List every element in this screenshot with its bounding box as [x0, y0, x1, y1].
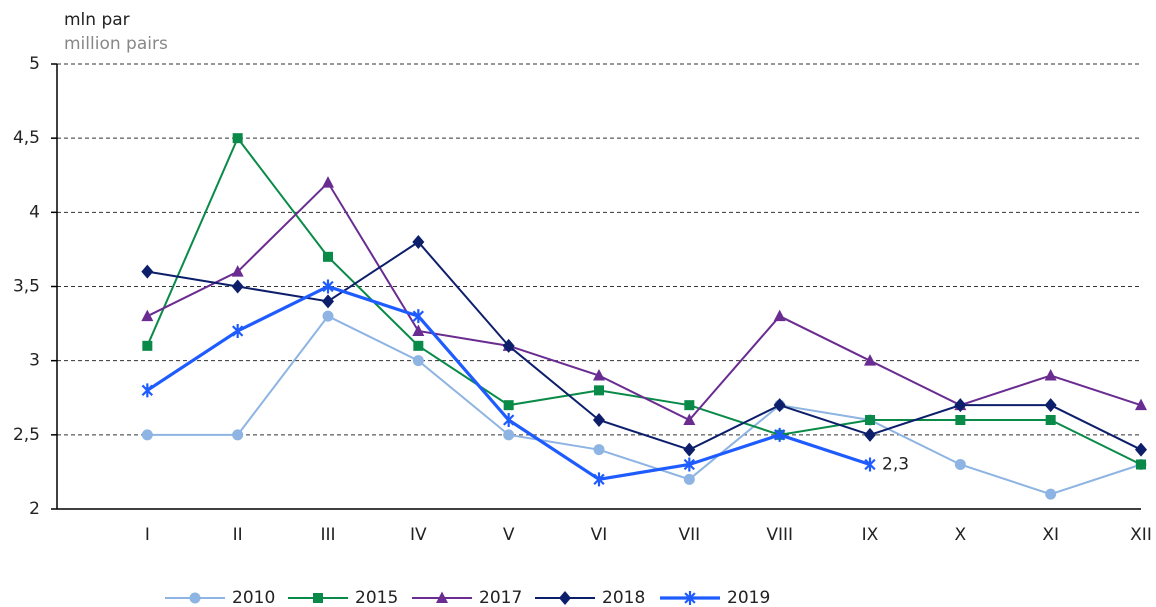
data-point — [412, 309, 425, 324]
data-point — [141, 264, 154, 279]
y-tick-label: 4,5 — [13, 128, 40, 148]
series-line — [147, 314, 1142, 496]
data-point — [1044, 398, 1057, 413]
y-tick-label: 4 — [29, 202, 40, 222]
legend-marker — [436, 591, 448, 603]
data-point — [503, 429, 515, 441]
legend-marker — [189, 592, 201, 604]
data-point — [683, 413, 696, 425]
data-point — [773, 427, 786, 442]
data-point — [1045, 488, 1057, 500]
data-point — [1045, 415, 1056, 425]
series-line — [147, 240, 1142, 451]
data-point — [323, 251, 333, 262]
data-point — [412, 355, 424, 367]
x-tick-label: VI — [591, 525, 608, 545]
data-point — [1135, 442, 1147, 457]
legend-label: 2015 — [355, 588, 398, 607]
data-point — [413, 340, 424, 351]
data-point — [954, 398, 967, 413]
data-point — [141, 429, 153, 441]
data-point — [412, 324, 425, 336]
data-point — [773, 309, 786, 322]
x-tick-label: IX — [862, 525, 879, 545]
data-point — [1135, 398, 1147, 411]
legend-label: 2019 — [727, 588, 770, 607]
data-point — [593, 369, 605, 381]
data-point — [141, 383, 154, 398]
y-tick-label: 2,5 — [13, 425, 40, 445]
x-tick-label: IV — [410, 525, 427, 545]
x-tick-label: II — [233, 525, 243, 545]
data-point — [503, 400, 514, 411]
data-point — [502, 338, 515, 353]
data-point — [864, 457, 876, 472]
data-point — [322, 294, 334, 309]
legend-label: 2018 — [602, 588, 645, 607]
data-point — [322, 279, 334, 294]
data-point — [683, 473, 695, 485]
data-label: 2,3 — [882, 455, 909, 475]
y-tick-label: 2 — [29, 499, 40, 519]
data-point — [231, 265, 244, 277]
x-tick-label: V — [503, 525, 515, 545]
data-point — [231, 279, 244, 294]
y-tick-label: 5 — [29, 54, 40, 74]
data-point — [773, 398, 786, 413]
x-tick-label: VII — [678, 525, 700, 545]
x-tick-label: XII — [1130, 525, 1152, 545]
series-line — [146, 181, 1142, 422]
legend-label: 2010 — [232, 588, 275, 607]
data-point — [593, 444, 605, 456]
data-point — [865, 415, 875, 425]
data-point — [1136, 459, 1146, 470]
data-point — [231, 324, 244, 338]
legend-marker — [684, 591, 696, 605]
data-point — [502, 413, 515, 427]
data-point — [864, 427, 876, 442]
y-axis-label-secondary: million pairs — [64, 34, 168, 54]
data-point — [684, 400, 695, 411]
data-point — [1044, 369, 1057, 381]
legend-marker — [313, 593, 323, 603]
y-axis-label: mln par — [64, 10, 130, 30]
data-point — [412, 235, 425, 249]
data-point — [593, 413, 605, 427]
data-point — [864, 354, 876, 366]
data-point — [322, 176, 334, 188]
data-point — [683, 442, 696, 457]
data-point — [955, 415, 966, 425]
y-tick-label: 3 — [29, 351, 40, 371]
data-point — [322, 310, 334, 322]
x-tick-label: VIII — [766, 525, 793, 545]
data-point — [232, 133, 243, 144]
legend-marker — [559, 591, 571, 605]
y-tick-label: 3,5 — [13, 277, 40, 297]
data-point — [954, 459, 966, 470]
data-point — [594, 385, 604, 396]
x-tick-label: III — [320, 525, 335, 545]
data-point — [593, 472, 605, 487]
x-tick-label: XI — [1042, 525, 1059, 545]
x-tick-label: X — [955, 525, 967, 545]
data-point — [142, 340, 153, 351]
data-point — [683, 457, 696, 472]
series-line — [146, 284, 871, 482]
data-point — [232, 429, 244, 441]
data-point — [141, 309, 154, 322]
x-tick-label: I — [145, 525, 150, 545]
legend-label: 2017 — [479, 588, 522, 607]
